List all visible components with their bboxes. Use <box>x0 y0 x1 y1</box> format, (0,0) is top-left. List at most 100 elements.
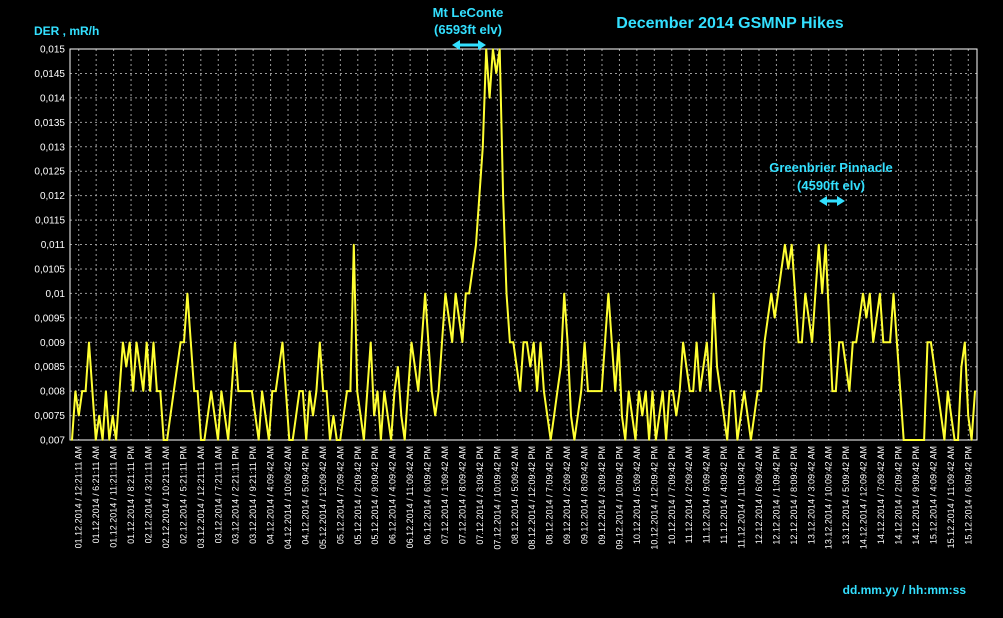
data-point <box>482 146 484 148</box>
data-point <box>590 390 593 392</box>
data-point <box>386 414 389 417</box>
data-point <box>692 390 694 392</box>
x-tick-label: 10.12.2014 / 12:09:42 PM <box>649 446 659 550</box>
x-tick-label: 08.12.2014 / 12:09:42 PM <box>527 446 537 550</box>
data-point <box>573 439 576 441</box>
data-point <box>709 390 711 392</box>
data-point <box>437 390 440 392</box>
data-point <box>872 341 874 344</box>
data-point <box>746 414 749 417</box>
data-point <box>845 365 847 368</box>
data-point <box>899 390 902 392</box>
data-point <box>227 439 229 441</box>
data-point <box>790 243 793 246</box>
data-point <box>848 390 851 392</box>
data-point <box>203 439 206 441</box>
data-point <box>98 414 100 417</box>
x-tick-label: 11.12.2014 / 2:09:42 AM <box>684 446 694 543</box>
data-point <box>794 292 796 295</box>
data-point <box>807 317 810 319</box>
data-point <box>869 292 871 295</box>
data-point <box>162 439 165 441</box>
y-tick-label: 0,009 <box>40 338 65 349</box>
data-point <box>607 292 610 295</box>
data-point <box>879 292 881 295</box>
y-tick-label: 0,0115 <box>35 216 65 227</box>
x-tick-label: 02.12.2014 / 5:21:11 PM <box>178 446 188 544</box>
y-tick-label: 0,011 <box>41 240 66 251</box>
data-point <box>186 292 189 295</box>
data-point <box>773 317 776 319</box>
x-tick-label: 04.12.2014 / 5:09:42 PM <box>300 446 310 545</box>
y-tick-label: 0,01 <box>46 289 66 300</box>
data-point <box>767 317 769 319</box>
data-point <box>885 341 888 344</box>
data-point <box>359 414 362 417</box>
data-point <box>560 365 562 368</box>
data-point <box>831 390 834 392</box>
data-point <box>838 341 840 344</box>
x-tick-label: 11.12.2014 / 11:09:42 PM <box>737 446 747 548</box>
data-point <box>353 243 355 246</box>
data-point <box>824 243 827 246</box>
data-point <box>519 390 521 392</box>
data-point <box>529 365 532 368</box>
data-point <box>363 439 365 441</box>
x-tick-label: 14.12.2014 / 7:09:42 AM <box>876 446 886 544</box>
data-point <box>298 390 301 392</box>
data-point <box>641 414 644 417</box>
data-point <box>580 390 582 392</box>
data-point <box>950 414 952 417</box>
data-point <box>274 390 277 392</box>
data-point <box>166 439 168 441</box>
data-point <box>784 243 786 246</box>
x-tick-label: 15.12.2014 / 6:09:42 PM <box>963 446 973 545</box>
data-point <box>566 341 569 344</box>
data-point <box>230 390 233 392</box>
data-point <box>689 390 691 392</box>
data-point <box>329 439 331 441</box>
data-point <box>400 414 403 417</box>
data-point <box>135 341 138 344</box>
data-point <box>257 439 260 441</box>
data-point <box>305 439 308 441</box>
data-point <box>974 390 976 392</box>
x-tick-label: 12.12.2014 / 1:09:42 PM <box>771 446 781 545</box>
data-point <box>74 390 77 392</box>
data-point <box>756 390 759 392</box>
data-point <box>302 390 304 392</box>
data-point <box>532 341 535 344</box>
data-point <box>319 341 321 344</box>
data-point <box>220 390 223 392</box>
data-point <box>458 317 460 319</box>
x-tick-label: 04.12.2014 / 4:09:42 AM <box>266 446 276 544</box>
data-point <box>780 268 783 270</box>
data-point <box>247 390 250 392</box>
data-point <box>251 390 253 392</box>
data-point <box>967 414 969 417</box>
data-point <box>811 341 813 344</box>
x-tick-label: 11.12.2014 / 9:09:42 AM <box>702 446 712 543</box>
data-point <box>936 390 939 392</box>
data-point <box>695 341 698 344</box>
data-point <box>509 341 511 344</box>
data-point <box>108 439 111 441</box>
data-point <box>176 365 178 368</box>
x-tick-label: 03.12.2014 / 2:21:11 PM <box>231 446 241 544</box>
data-point <box>716 365 718 368</box>
x-tick-label: 06.12.2014 / 11:09:42 AM <box>405 446 415 548</box>
data-point <box>577 414 579 417</box>
data-point <box>539 341 542 344</box>
data-point <box>515 365 518 368</box>
data-point <box>349 390 352 392</box>
data-point <box>407 390 409 392</box>
x-tick-label: 04.12.2014 / 10:09:42 AM <box>283 446 293 549</box>
data-point <box>634 439 637 441</box>
annotation-mt-leconte: Mt LeConte (6593ft elv) <box>433 5 503 50</box>
y-tick-label: 0,014 <box>40 93 65 104</box>
data-point <box>875 317 878 319</box>
data-point <box>706 341 708 344</box>
x-tick-label: 01.12.2014 / 6:21:11 AM <box>91 446 101 543</box>
data-point <box>498 48 501 50</box>
x-axis-ticks: 01.12.2014 / 12:21:11 AM 01.12.2014 / 6:2… <box>74 446 974 550</box>
